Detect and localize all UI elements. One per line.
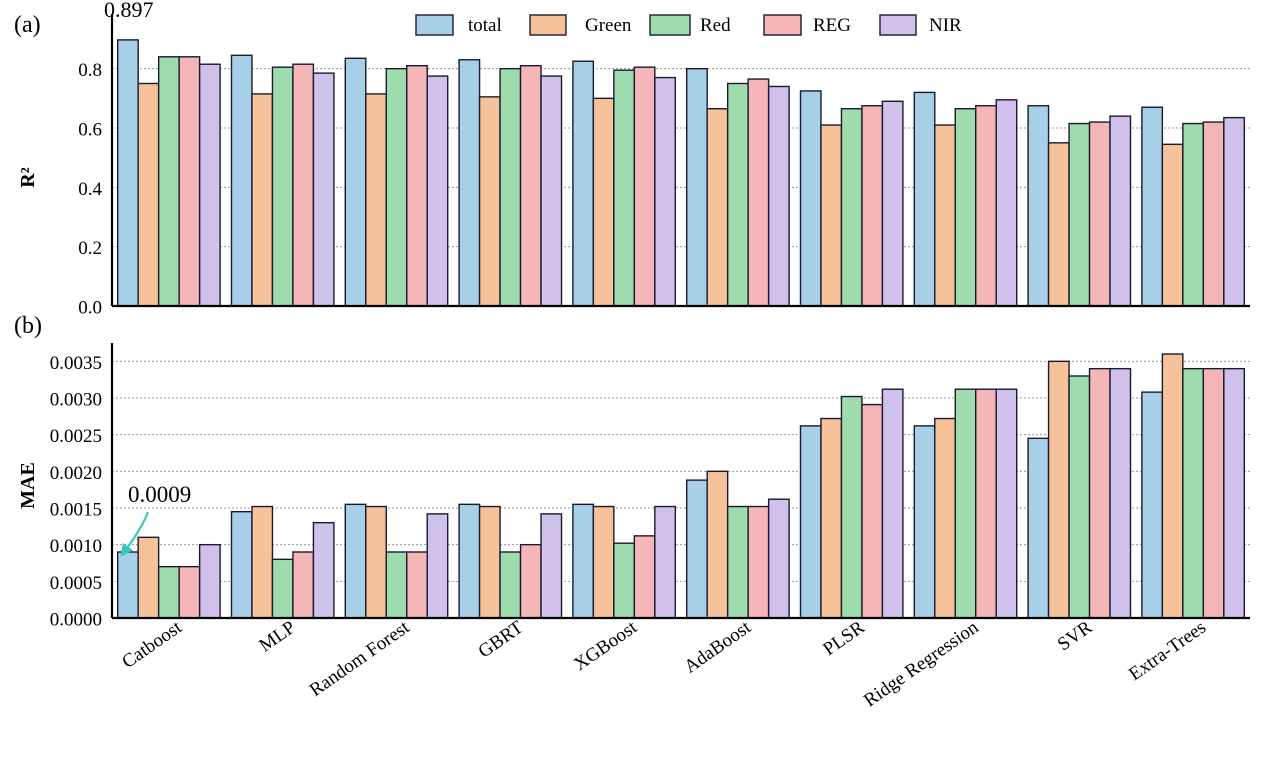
svg-text:0.897: 0.897 (104, 0, 154, 22)
svg-text:PLSR: PLSR (819, 617, 869, 660)
svg-text:Ridge Regression: Ridge Regression (860, 617, 983, 712)
svg-text:0.0009: 0.0009 (128, 482, 191, 507)
svg-text:REG: REG (813, 15, 851, 36)
svg-text:Extra-Trees: Extra-Trees (1125, 617, 1210, 685)
svg-text:(a): (a) (14, 12, 41, 38)
svg-text:Random Forest: Random Forest (306, 616, 414, 701)
svg-text:XGBoost: XGBoost (570, 616, 641, 675)
svg-text:(b): (b) (14, 313, 42, 339)
svg-text:GBRT: GBRT (475, 617, 528, 663)
svg-text:0.0: 0.0 (78, 298, 102, 319)
svg-text:AdaBoost: AdaBoost (680, 616, 755, 677)
svg-text:0.0010: 0.0010 (50, 536, 102, 557)
svg-text:0.0015: 0.0015 (50, 500, 102, 521)
svg-text:0.0030: 0.0030 (50, 390, 102, 411)
svg-text:0.0035: 0.0035 (50, 353, 102, 374)
svg-text:Red: Red (700, 15, 731, 36)
svg-text:0.4: 0.4 (78, 179, 102, 200)
svg-text:total: total (468, 15, 502, 36)
svg-text:0.2: 0.2 (78, 238, 102, 259)
svg-text:NIR: NIR (929, 15, 962, 36)
svg-text:0.8: 0.8 (78, 60, 102, 81)
svg-text:Green: Green (585, 15, 632, 36)
svg-text:0.0005: 0.0005 (50, 573, 102, 594)
svg-text:MAE: MAE (17, 462, 39, 509)
svg-text:Catboost: Catboost (118, 616, 186, 672)
svg-text:SVR: SVR (1054, 617, 1097, 656)
svg-text:0.6: 0.6 (78, 120, 102, 141)
svg-text:0.0000: 0.0000 (50, 610, 102, 631)
svg-text:MLP: MLP (256, 617, 300, 657)
svg-text:0.0025: 0.0025 (50, 426, 102, 447)
svg-text:0.0020: 0.0020 (50, 463, 102, 484)
svg-text:R²: R² (17, 167, 39, 187)
